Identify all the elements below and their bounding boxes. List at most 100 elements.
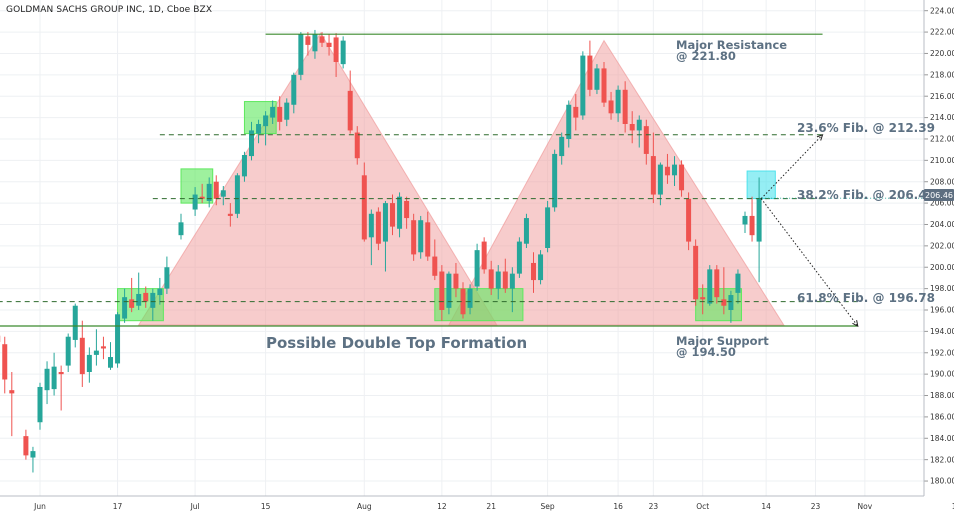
candle-body: [615, 89, 621, 114]
candle-body: [220, 190, 226, 197]
candle-body: [227, 213, 233, 216]
candle-body: [368, 213, 374, 238]
candle-body: [51, 366, 57, 390]
candle-body: [629, 124, 635, 131]
candle-body: [531, 262, 536, 281]
candle-body: [728, 295, 734, 310]
candle-body: [425, 222, 431, 257]
y-tick-label: 220.00: [930, 49, 954, 58]
y-tick-label: 194.00: [930, 327, 954, 336]
candle-body: [594, 68, 600, 90]
y-tick-label: 180.00: [930, 477, 954, 486]
candle-body: [256, 124, 262, 134]
candle-body: [686, 198, 692, 242]
x-tick-label: Jul: [190, 502, 200, 511]
x-tick-label: 17: [113, 502, 123, 511]
candle-body: [234, 175, 240, 214]
candle-body: [390, 203, 395, 227]
x-tick-label: 23: [811, 502, 821, 511]
x-tick-label: 21: [486, 502, 496, 511]
candle-body: [340, 40, 346, 65]
candle-body: [382, 203, 388, 242]
y-tick-label: 202.00: [930, 241, 954, 250]
y-tick-label: 198.00: [930, 284, 954, 293]
candle-body: [192, 194, 198, 210]
x-tick-label: 16: [613, 502, 623, 511]
candle-body: [545, 207, 551, 248]
y-tick-label: 182.00: [930, 455, 954, 464]
candle-body: [136, 293, 142, 306]
chart-title: GOLDMAN SACHS GROUP INC, 1D, Cboe BZX: [6, 5, 213, 15]
candle-body: [375, 211, 381, 244]
x-tick-label: Aug: [357, 502, 372, 511]
candle-body: [432, 256, 438, 276]
candle-body: [312, 34, 318, 52]
double-top-triangle: [448, 39, 785, 326]
y-tick-label: 192.00: [930, 348, 954, 357]
candle-body: [44, 368, 50, 391]
projection-arrow: [760, 134, 823, 199]
candle-body: [326, 42, 332, 48]
candle-body: [143, 292, 149, 302]
annotation-resistance-line1: Major Resistance: [676, 38, 787, 52]
candle-body: [9, 390, 15, 394]
candle-body: [523, 218, 529, 244]
candle-body: [108, 357, 113, 368]
candle-body: [93, 350, 99, 355]
candle-body: [86, 354, 92, 372]
candle-body: [679, 164, 685, 191]
projection-arrow: [760, 198, 859, 327]
y-tick-label: 196.00: [930, 306, 954, 315]
candle-body: [277, 106, 283, 122]
candle-body: [622, 89, 628, 124]
last-price-label: 206.46: [925, 191, 953, 200]
annotation-support-line1: Major Support: [676, 334, 769, 348]
y-tick-label: 210.00: [930, 156, 954, 165]
candle-body: [601, 68, 607, 103]
y-tick-label: 188.00: [930, 391, 954, 400]
candle-body: [650, 156, 656, 195]
candle-body: [509, 273, 515, 289]
candle-body: [404, 200, 410, 219]
annotation-pattern: Possible Double Top Formation: [266, 334, 527, 352]
y-tick-label: 224.00: [930, 6, 954, 15]
candle-body: [122, 297, 128, 319]
candle-body: [333, 37, 339, 62]
candle-body: [30, 451, 36, 458]
y-tick-label: 216.00: [930, 92, 954, 101]
candle-body: [453, 273, 459, 289]
candle-body: [559, 136, 565, 157]
candle-body: [608, 100, 614, 114]
candle-body: [714, 269, 720, 298]
x-tick-label: 12: [437, 502, 447, 511]
candle-body: [284, 102, 290, 120]
candle-body: [241, 155, 247, 177]
candle-body: [411, 220, 417, 255]
candle-body: [65, 336, 71, 366]
candle-body: [2, 344, 8, 380]
candle-body: [707, 269, 713, 304]
y-tick-label: 206.00: [930, 199, 954, 208]
candle-body: [735, 273, 741, 293]
x-tick-label: Oct: [696, 502, 709, 511]
drawing-lines: [0, 33, 924, 327]
candle-body: [664, 166, 670, 176]
candle-body: [636, 119, 642, 131]
candle-body: [263, 115, 269, 127]
annotation-support-line2: @ 194.50: [676, 345, 736, 359]
x-tick-label: 23: [649, 502, 659, 511]
x-tick-label: Jun: [33, 502, 46, 511]
arrow-head: [816, 133, 824, 141]
candles: [0, 29, 762, 473]
candle-body: [72, 305, 78, 340]
candle-body: [213, 181, 219, 199]
double-top-triangle: [137, 32, 498, 326]
candle-body: [672, 164, 677, 176]
candle-body: [460, 288, 466, 315]
annotation-fib-618: 61.8% Fib. @ 196.78: [797, 291, 935, 305]
y-tick-label: 218.00: [930, 70, 954, 79]
candle-body: [693, 245, 699, 300]
candle-body: [481, 241, 487, 270]
